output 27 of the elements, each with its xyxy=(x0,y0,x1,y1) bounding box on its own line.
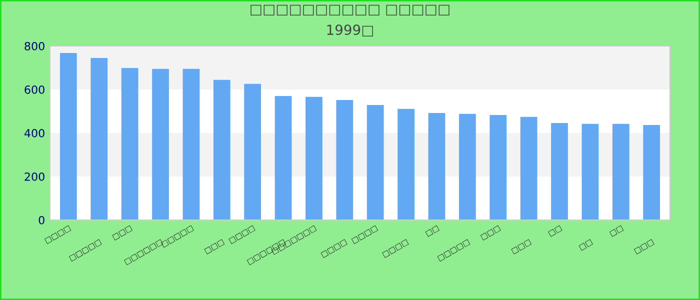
bar xyxy=(90,58,108,220)
bar xyxy=(182,68,200,220)
bar xyxy=(520,116,538,220)
bar xyxy=(244,84,262,220)
chart-title: □□□□□□□□□□ □□□□□ xyxy=(250,4,450,16)
bar xyxy=(213,80,230,220)
bar xyxy=(458,114,476,220)
y-tick-label: 200 xyxy=(24,172,44,181)
bar xyxy=(551,122,568,220)
bar xyxy=(612,124,630,220)
bar xyxy=(582,124,599,220)
y-tick-label: 0 xyxy=(38,216,44,224)
bar xyxy=(336,100,354,220)
bar xyxy=(398,108,414,220)
bar xyxy=(152,68,169,220)
bar xyxy=(306,96,322,220)
bar xyxy=(366,104,384,220)
y-tick-label: 400 xyxy=(24,128,44,138)
bar xyxy=(490,114,507,220)
bar xyxy=(274,96,292,220)
bar xyxy=(643,124,660,220)
chart-subtitle: 1999□ xyxy=(327,24,373,37)
bar xyxy=(121,68,138,220)
bar xyxy=(60,52,77,220)
y-tick-label: 600 xyxy=(24,85,44,94)
y-tick-label: 800 xyxy=(24,42,44,50)
bar xyxy=(428,112,446,220)
